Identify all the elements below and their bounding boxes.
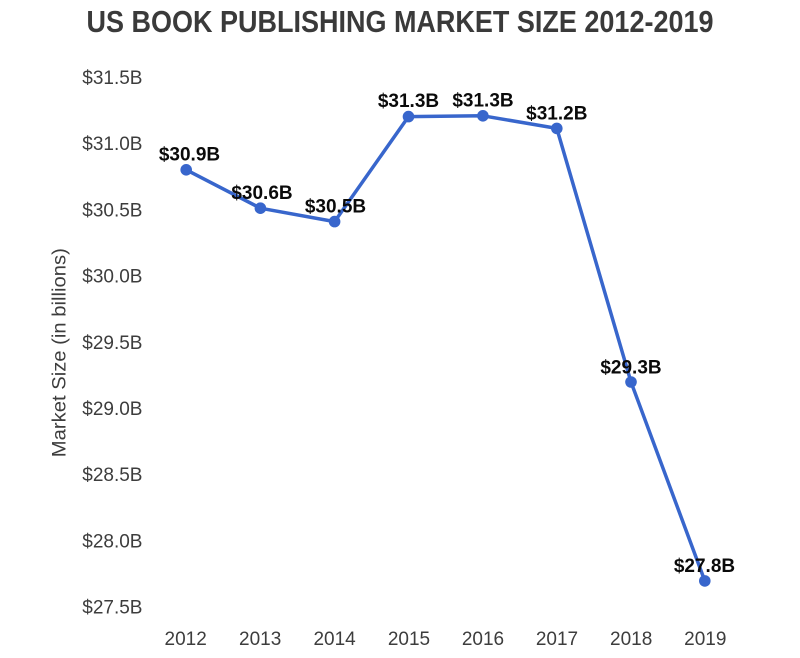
svg-text:Market Size (in billions): Market Size (in billions) xyxy=(49,248,71,457)
svg-text:$30.6B: $30.6B xyxy=(231,183,292,204)
svg-text:$28.5B: $28.5B xyxy=(82,465,142,486)
svg-text:$30.0B: $30.0B xyxy=(82,267,142,288)
svg-text:$29.5B: $29.5B xyxy=(82,333,142,354)
svg-text:2012: 2012 xyxy=(165,629,207,650)
svg-text:2017: 2017 xyxy=(536,629,578,650)
svg-text:2015: 2015 xyxy=(388,629,430,650)
svg-text:2019: 2019 xyxy=(684,629,726,650)
svg-text:$31.3B: $31.3B xyxy=(452,91,513,112)
svg-text:2016: 2016 xyxy=(462,629,504,650)
svg-text:$30.9B: $30.9B xyxy=(159,145,220,166)
svg-text:2014: 2014 xyxy=(313,629,356,650)
svg-text:US BOOK PUBLISHING MARKET SIZE: US BOOK PUBLISHING MARKET SIZE 2012-2019 xyxy=(87,4,714,39)
svg-text:$30.5B: $30.5B xyxy=(305,197,366,218)
svg-text:$31.2B: $31.2B xyxy=(526,104,587,125)
svg-text:$27.8B: $27.8B xyxy=(674,556,735,577)
svg-text:$31.5B: $31.5B xyxy=(82,68,142,89)
svg-text:$27.5B: $27.5B xyxy=(82,598,142,619)
svg-text:2013: 2013 xyxy=(239,629,281,650)
svg-text:$28.0B: $28.0B xyxy=(82,531,142,552)
svg-text:$29.3B: $29.3B xyxy=(600,358,661,379)
svg-text:$30.5B: $30.5B xyxy=(82,200,142,221)
svg-text:$31.0B: $31.0B xyxy=(82,134,142,155)
svg-text:$29.0B: $29.0B xyxy=(82,399,142,420)
svg-text:$31.3B: $31.3B xyxy=(378,91,439,112)
svg-text:2018: 2018 xyxy=(610,629,652,650)
